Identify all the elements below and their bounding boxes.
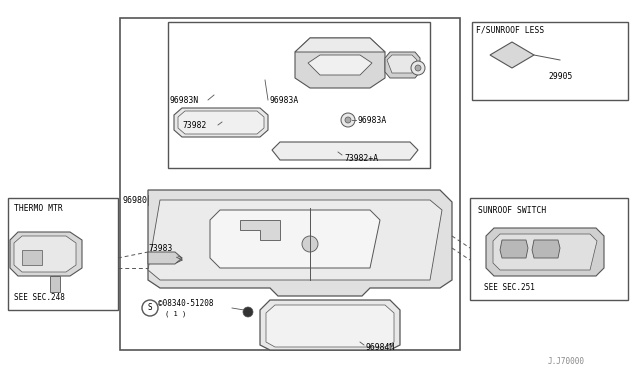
Text: S: S: [148, 304, 152, 312]
Bar: [472, 22, 628, 100]
Polygon shape: [490, 42, 534, 68]
Polygon shape: [22, 250, 42, 265]
Text: 96984M: 96984M: [366, 343, 396, 353]
Circle shape: [142, 300, 158, 316]
Text: ©08340-51208: ©08340-51208: [158, 299, 214, 308]
Polygon shape: [148, 190, 452, 296]
Text: SUNROOF SWITCH: SUNROOF SWITCH: [478, 205, 547, 215]
Text: 29905: 29905: [548, 71, 572, 80]
Polygon shape: [240, 220, 280, 240]
Text: F/SUNROOF LESS: F/SUNROOF LESS: [476, 26, 544, 35]
Bar: [8, 198, 118, 310]
Bar: [470, 198, 628, 300]
Polygon shape: [532, 240, 560, 258]
Text: 96983N: 96983N: [170, 96, 199, 105]
Polygon shape: [385, 52, 420, 78]
Polygon shape: [14, 236, 76, 272]
Circle shape: [415, 65, 421, 71]
Text: ( 1 ): ( 1 ): [165, 311, 186, 317]
Polygon shape: [308, 55, 372, 75]
Polygon shape: [174, 108, 268, 137]
Polygon shape: [272, 142, 418, 160]
Circle shape: [243, 307, 253, 317]
Polygon shape: [10, 232, 82, 276]
Polygon shape: [493, 234, 597, 270]
Text: 73983: 73983: [148, 244, 172, 253]
Polygon shape: [295, 38, 385, 88]
Circle shape: [341, 113, 355, 127]
Text: 96980: 96980: [122, 196, 147, 205]
Polygon shape: [266, 305, 394, 347]
Bar: [120, 18, 460, 350]
Bar: [168, 22, 430, 168]
Polygon shape: [295, 38, 385, 52]
Polygon shape: [260, 300, 400, 350]
Text: 73982: 73982: [182, 121, 206, 129]
Polygon shape: [486, 228, 604, 276]
Polygon shape: [210, 210, 380, 268]
Circle shape: [302, 236, 318, 252]
Text: 96983A: 96983A: [358, 115, 387, 125]
Text: 96983A: 96983A: [270, 96, 300, 105]
Text: J.J70000: J.J70000: [548, 357, 585, 366]
Polygon shape: [178, 111, 264, 134]
Text: SEE SEC.248: SEE SEC.248: [14, 294, 65, 302]
Circle shape: [345, 117, 351, 123]
Polygon shape: [500, 240, 528, 258]
Circle shape: [411, 61, 425, 75]
Polygon shape: [148, 200, 442, 280]
Polygon shape: [387, 55, 417, 73]
Polygon shape: [50, 276, 60, 292]
Text: SEE SEC.251: SEE SEC.251: [484, 283, 535, 292]
Polygon shape: [148, 252, 182, 264]
Text: THERMO MTR: THERMO MTR: [14, 203, 63, 212]
Text: 73982+A: 73982+A: [344, 154, 378, 163]
